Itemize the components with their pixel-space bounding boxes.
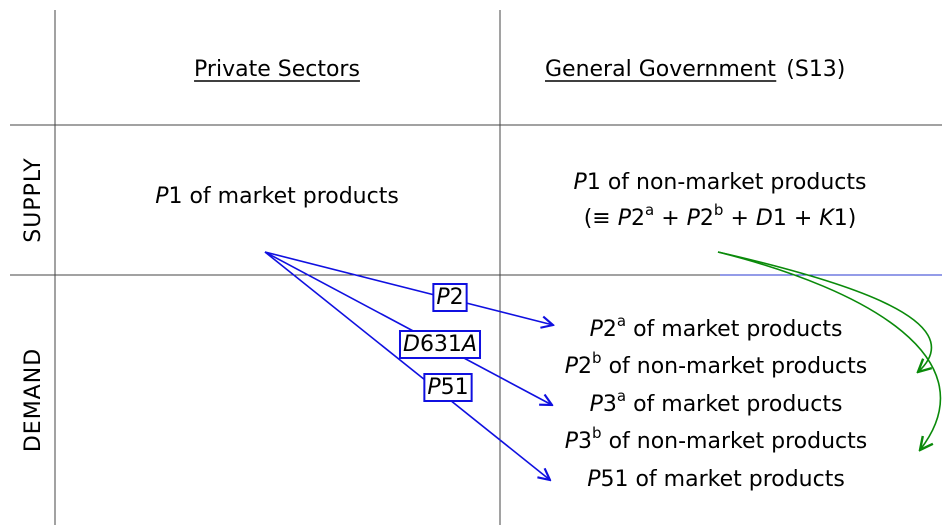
math-part: P	[436, 285, 450, 310]
row-label: SUPPLY	[21, 157, 46, 242]
column-code: (S13)	[786, 57, 845, 82]
demand-item: P3a of market products	[590, 387, 843, 418]
label-box	[423, 373, 473, 402]
texts: Private Sectors General Government (S13) SU…	[21, 57, 867, 492]
math-part: 2	[450, 285, 464, 310]
green-arrows	[717, 251, 942, 450]
math-part: of non-market products	[609, 429, 868, 454]
math-part: P	[574, 170, 588, 195]
supply-formula: (≡ P2a + P2b + D1 + K1)	[584, 201, 857, 232]
math-part: P	[565, 354, 579, 379]
math-part: of non-market products	[609, 354, 868, 379]
math-part: a	[617, 312, 626, 330]
blue-arrows	[264, 251, 553, 480]
math-part: b	[592, 424, 602, 442]
math-part: P	[590, 317, 604, 342]
math-part: P	[155, 184, 169, 209]
arrow	[717, 251, 933, 372]
math-part: 2	[631, 206, 645, 231]
math-part: 1	[834, 206, 848, 231]
math-part: 51	[600, 467, 628, 492]
math-part: of market products	[633, 392, 842, 417]
math-part: a	[617, 387, 626, 405]
column-header: Private Sectors	[194, 57, 360, 82]
math-part: +	[730, 206, 748, 231]
math-part: a	[645, 201, 654, 219]
math-part: A	[460, 332, 477, 357]
math-part: +	[794, 206, 812, 231]
supply-private: P1 of market products	[155, 184, 399, 209]
math-part: b	[714, 201, 724, 219]
demand-item: P51 of market products	[587, 467, 845, 492]
math-part: P	[565, 429, 579, 454]
arrow	[717, 251, 942, 450]
math-part: 1	[773, 206, 787, 231]
arrow	[264, 251, 550, 480]
math-part: b	[592, 349, 602, 367]
math-part: P	[590, 392, 604, 417]
math-part: 2	[603, 317, 617, 342]
math-part: +	[661, 206, 679, 231]
math-part: 3	[578, 429, 592, 454]
math-part: 51	[441, 375, 469, 400]
math-part: D	[756, 206, 773, 231]
demand-item: P3b of non-market products	[565, 424, 867, 455]
supply-government: P1 of non-market products	[574, 170, 867, 195]
math-part: P	[618, 206, 632, 231]
math-part: 2	[700, 206, 714, 231]
demand-item: P2b of non-market products	[565, 349, 867, 380]
demand-item: P2a of market products	[590, 312, 843, 343]
label-box	[398, 330, 482, 359]
math-part: P	[687, 206, 701, 231]
arrow	[264, 251, 553, 325]
math-part: P	[427, 375, 441, 400]
math-part: 631	[420, 332, 462, 357]
math-part: (≡	[584, 206, 611, 231]
math-part: K	[819, 206, 835, 231]
arrow	[264, 251, 552, 405]
math-part: of market products	[635, 467, 844, 492]
math-part: 1	[587, 170, 601, 195]
label-box	[432, 283, 468, 312]
math-part: )	[848, 206, 857, 231]
arrow-label: P51	[427, 375, 468, 400]
arrow-label: P2	[436, 285, 463, 310]
math-part: of market products	[633, 317, 842, 342]
math-part: 1	[168, 184, 182, 209]
math-part: 3	[603, 392, 617, 417]
column-header: General Government	[545, 57, 776, 82]
math-part: D	[403, 332, 420, 357]
math-part: of market products	[189, 184, 398, 209]
row-label: DEMAND	[21, 348, 46, 452]
math-part: P	[587, 467, 601, 492]
math-part: of non-market products	[608, 170, 867, 195]
math-part: 2	[578, 354, 592, 379]
arrow-label: D631A	[403, 332, 477, 357]
